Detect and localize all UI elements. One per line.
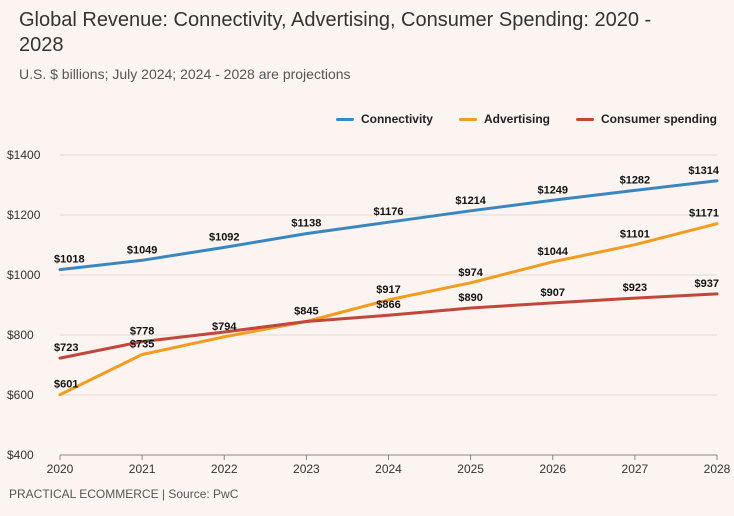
data-label: $1214 [455,195,486,207]
data-label: $1044 [537,246,568,258]
x-tick-label: 2024 [375,462,402,476]
data-label: $1101 [620,229,650,241]
y-tick-label: $400 [7,448,34,462]
legend-swatch-consumer-spending [575,117,594,121]
legend-swatch-advertising [458,117,477,121]
data-label: $1314 [688,165,719,177]
data-label: $1138 [291,218,321,230]
x-tick-label: 2026 [539,462,566,476]
data-label: $1092 [209,231,240,243]
data-label: $794 [212,321,237,333]
x-tick-label: 2028 [704,462,731,476]
legend-item-connectivity[interactable]: Connectivity [335,112,433,126]
x-tick-label: 2022 [211,462,238,476]
data-label: $778 [130,326,154,338]
data-label: $1171 [689,208,719,220]
data-label: $907 [541,287,565,299]
x-tick-label: 2025 [457,462,484,476]
y-tick-label: $800 [7,328,34,342]
x-tick-label: 2023 [293,462,320,476]
source-footer: PRACTICAL ECOMMERCE | Source: PwC [9,487,239,501]
data-label: $845 [294,306,318,318]
x-tick-label: 2027 [622,462,649,476]
data-label: $1282 [620,174,651,186]
data-label: $1176 [374,206,404,218]
y-tick-label: $1000 [7,268,41,282]
legend-item-consumer-spending[interactable]: Consumer spending [575,112,717,126]
data-label: $866 [376,299,400,311]
data-label: $723 [54,342,78,354]
data-label: $890 [458,292,482,304]
legend-label-advertising: Advertising [483,112,550,126]
chart-subtitle: U.S. $ billions; July 2024; 2024 - 2028 … [19,66,351,82]
chart-title: Global Revenue: Connectivity, Advertisin… [19,9,652,56]
y-tick-label: $600 [7,388,34,402]
data-label: $1049 [127,244,158,256]
data-label: $735 [130,339,154,351]
data-label: $601 [54,379,78,391]
series-line-advertising [58,222,719,397]
data-label: $974 [458,267,483,279]
data-label: $937 [695,278,719,290]
chart-legend: Connectivity Advertising Consumer spendi… [335,112,717,126]
data-label: $1018 [54,254,85,266]
series-line-consumer-spending [58,292,719,360]
y-tick-label: $1400 [7,148,41,162]
x-tick-label: 2021 [129,462,156,476]
x-tick-label: 2020 [47,462,74,476]
legend-swatch-connectivity [335,117,354,121]
data-label: $923 [623,282,647,294]
data-label: $917 [376,284,400,296]
legend-label-connectivity: Connectivity [360,112,433,126]
y-tick-label: $1200 [7,208,41,222]
data-label: $1249 [537,184,568,196]
series-line-connectivity [58,179,719,272]
legend-item-advertising[interactable]: Advertising [458,112,550,126]
legend-label-consumer-spending: Consumer spending [600,112,717,126]
